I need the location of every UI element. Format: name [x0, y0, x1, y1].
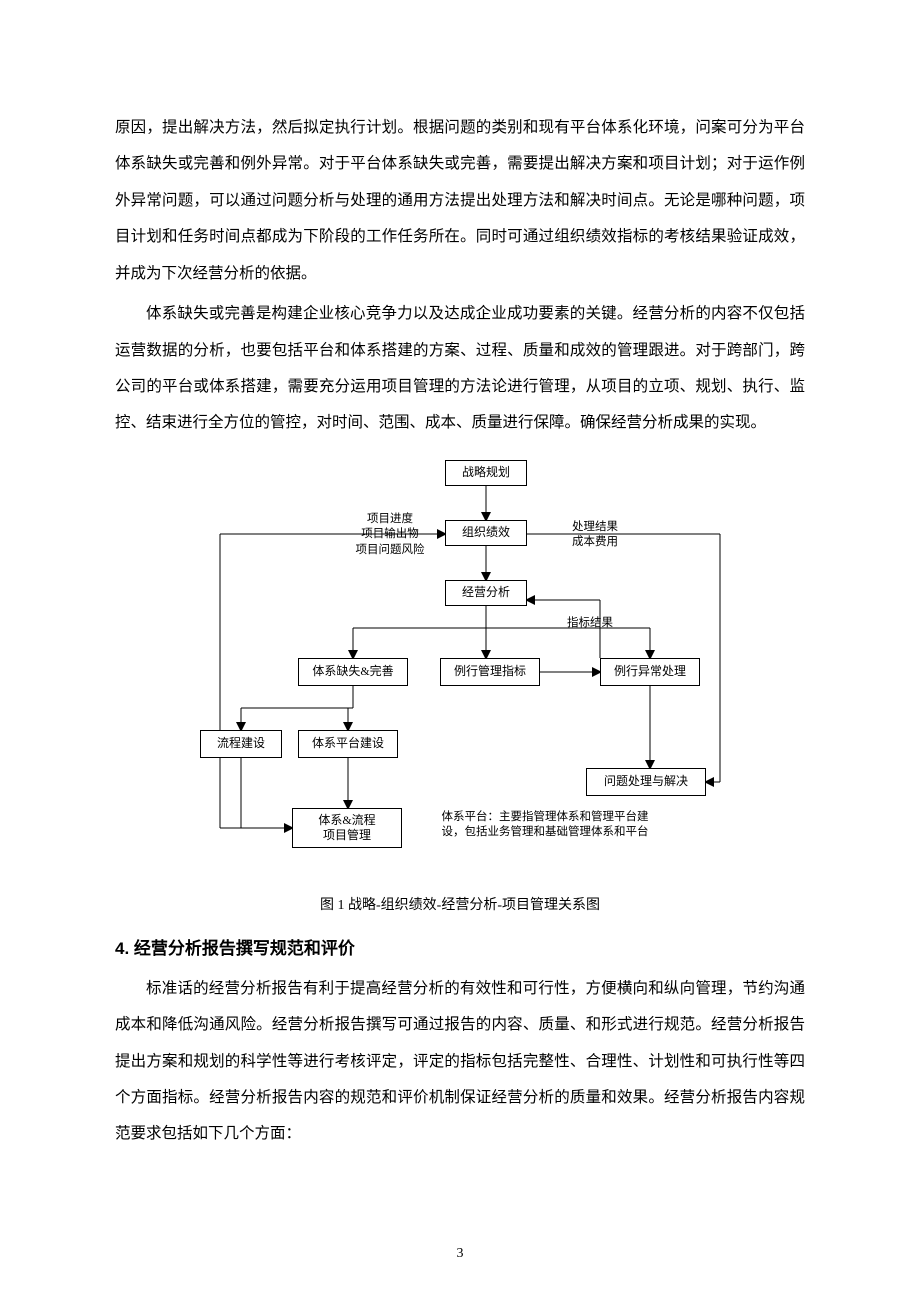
body-paragraph-3: 标准话的经营分析报告有利于提高经营分析的有效性和可行性，方便横向和纵向管理，节约…	[115, 971, 805, 1153]
flow-label-l3: 指标结果	[560, 616, 620, 632]
page-number: 3	[0, 1246, 920, 1262]
flow-node-n8: 体系平台建设	[298, 730, 398, 758]
figure-caption: 图 1 战略-组织绩效-经营分析-项目管理关系图	[115, 894, 805, 914]
body-paragraph-2: 体系缺失或完善是构建企业核心竞争力以及达成企业成功要素的关键。经营分析的内容不仅…	[115, 296, 805, 442]
flow-node-n1: 战略规划	[445, 460, 527, 486]
flow-node-n2: 组织绩效	[445, 520, 527, 546]
flow-node-n10: 体系&流程 项目管理	[292, 808, 402, 848]
flow-node-n5: 例行管理指标	[440, 658, 540, 686]
body-paragraph-1: 原因，提出解决方法，然后拟定执行计划。根据问题的类别和现有平台体系化环境，问案可…	[115, 110, 805, 292]
flow-node-n9: 问题处理与解决	[586, 768, 706, 796]
flow-label-l4: 体系平台：主要指管理体系和管理平台建设，包括业务管理和基础管理体系和平台	[440, 810, 650, 841]
flowchart-diagram: 战略规划组织绩效经营分析体系缺失&完善 例行管理指标 例行异常处理流程建设体系平台建…	[180, 460, 740, 880]
flow-label-l2: 处理结果 成本费用	[560, 520, 630, 551]
flow-label-l1: 项目进度 项目输出物 项目问题风险	[345, 512, 435, 559]
flow-node-n7: 流程建设	[200, 730, 282, 758]
flow-node-n3: 经营分析	[445, 580, 527, 606]
flow-node-n4: 体系缺失&完善	[298, 658, 408, 686]
flow-node-n6: 例行异常处理	[600, 658, 700, 686]
section-heading-4: 4. 经营分析报告撰写规范和评价	[115, 934, 805, 959]
